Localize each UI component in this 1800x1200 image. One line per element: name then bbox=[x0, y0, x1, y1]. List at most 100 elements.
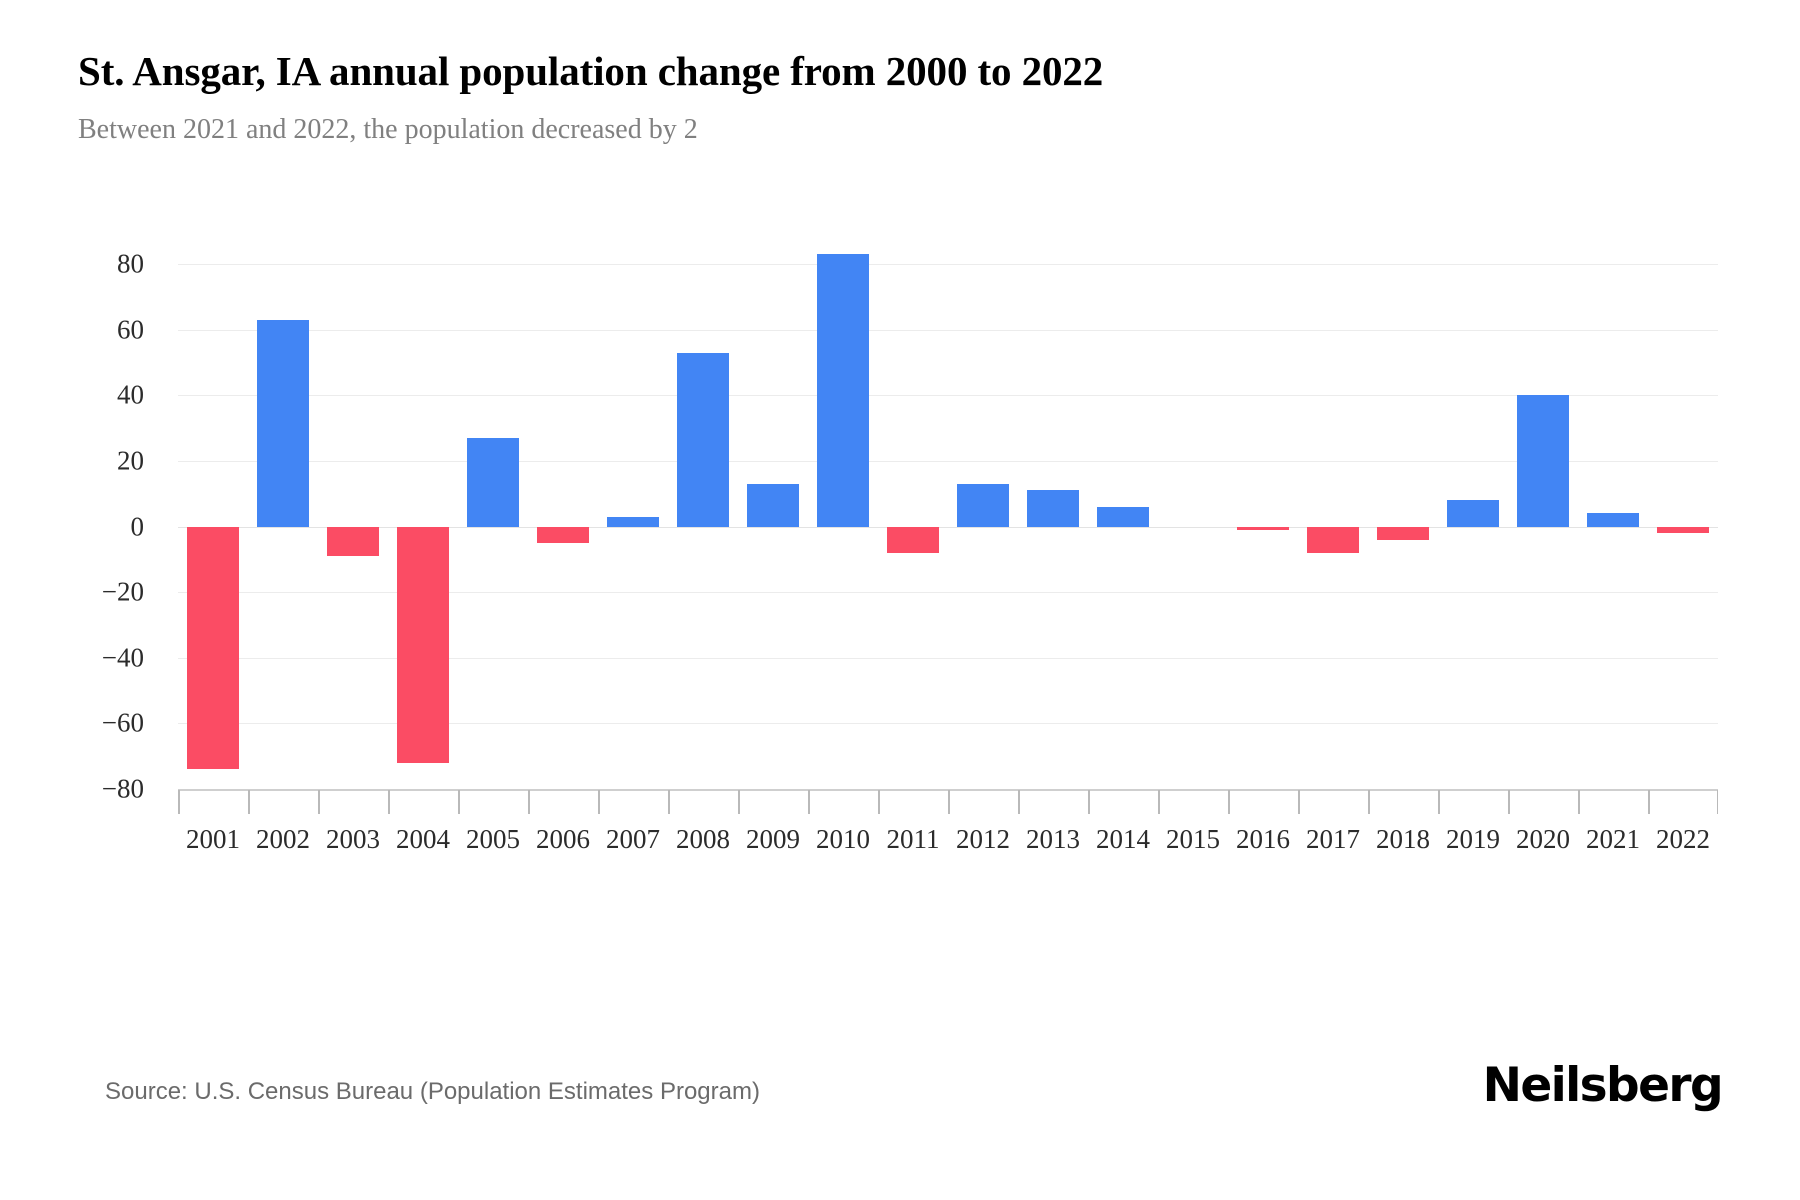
x-tick-label-2011: 2011 bbox=[886, 824, 940, 854]
bar-2002[interactable] bbox=[257, 319, 309, 527]
bar-2020[interactable] bbox=[1517, 395, 1569, 527]
x-tick-label-2017: 2017 bbox=[1306, 824, 1360, 854]
bar-slot[interactable] bbox=[1298, 264, 1368, 789]
x-tick-mark bbox=[1508, 790, 1510, 814]
x-tick-mark bbox=[528, 790, 530, 814]
gridline--40 bbox=[178, 657, 1718, 659]
x-tick-mark bbox=[388, 790, 390, 814]
bar-slot[interactable] bbox=[248, 264, 318, 789]
x-tick-mark bbox=[738, 790, 740, 814]
bar-2022[interactable] bbox=[1657, 526, 1709, 534]
bar-2021[interactable] bbox=[1587, 513, 1639, 527]
x-tick-label-2016: 2016 bbox=[1236, 824, 1290, 854]
bar-2006[interactable] bbox=[537, 526, 589, 543]
bar-slot[interactable] bbox=[948, 264, 1018, 789]
x-tick-label-2001: 2001 bbox=[186, 824, 240, 854]
bar-slot[interactable] bbox=[318, 264, 388, 789]
x-tick-label-2013: 2013 bbox=[1026, 824, 1080, 854]
gridline-20 bbox=[178, 460, 1718, 462]
bar-2007[interactable] bbox=[607, 516, 659, 527]
x-tick-label-2021: 2021 bbox=[1586, 824, 1640, 854]
bar-slot[interactable] bbox=[738, 264, 808, 789]
x-tick-mark bbox=[1438, 790, 1440, 814]
chart-subtitle: Between 2021 and 2022, the population de… bbox=[78, 114, 698, 146]
gridline-0 bbox=[178, 526, 1718, 528]
x-tick-mark bbox=[1228, 790, 1230, 814]
y-tick-label: 80 bbox=[117, 248, 144, 279]
x-tick-mark bbox=[318, 790, 320, 814]
bar-2012[interactable] bbox=[957, 483, 1009, 527]
bar-slot[interactable] bbox=[1228, 264, 1298, 789]
gridline--60 bbox=[178, 723, 1718, 725]
x-tick-mark bbox=[668, 790, 670, 814]
bar-2008[interactable] bbox=[677, 352, 729, 527]
bar-2016[interactable] bbox=[1237, 526, 1289, 530]
bar-slot[interactable] bbox=[1648, 264, 1718, 789]
x-tick-mark bbox=[1368, 790, 1370, 814]
y-axis-labels: 80 60 40 20 0 −20 −40 −60 −80 bbox=[0, 249, 160, 804]
bar-slot[interactable] bbox=[1018, 264, 1088, 789]
bar-2011[interactable] bbox=[887, 526, 939, 553]
bar-2019[interactable] bbox=[1447, 500, 1499, 527]
source-note: Source: U.S. Census Bureau (Population E… bbox=[105, 1078, 760, 1105]
x-tick-label-2005: 2005 bbox=[466, 824, 520, 854]
bar-2001[interactable] bbox=[187, 526, 239, 770]
x-tick-label-2009: 2009 bbox=[746, 824, 800, 854]
x-tick-label-2015: 2015 bbox=[1165, 824, 1220, 854]
bar-2014[interactable] bbox=[1097, 506, 1149, 527]
bar-2005[interactable] bbox=[467, 437, 519, 527]
x-axis-labels: 2001 2002 2003 2004 2005 2006 2007 2008 2009 2010… bbox=[178, 824, 1718, 864]
bar-slot[interactable] bbox=[178, 264, 248, 789]
x-tick-label-2002: 2002 bbox=[256, 824, 310, 854]
bar-slot[interactable] bbox=[1088, 264, 1158, 789]
y-tick-label: 60 bbox=[117, 314, 144, 345]
bar-slot[interactable] bbox=[808, 254, 878, 789]
bar-slot[interactable] bbox=[668, 264, 738, 789]
bar-slot[interactable] bbox=[1368, 264, 1438, 789]
bar-slot[interactable] bbox=[1578, 264, 1648, 789]
bar-slot[interactable] bbox=[1158, 264, 1228, 789]
x-tick-mark bbox=[1088, 790, 1090, 814]
x-tick-label-2003: 2003 bbox=[326, 824, 380, 854]
bar-slot[interactable] bbox=[878, 264, 948, 789]
bar-2009[interactable] bbox=[747, 483, 799, 527]
x-tick-label-2008: 2008 bbox=[676, 824, 730, 854]
bar-2010[interactable] bbox=[817, 254, 869, 527]
page-title: St. Ansgar, IA annual population change … bbox=[78, 48, 1104, 94]
gridline-60 bbox=[178, 329, 1718, 331]
x-tick-label-2020: 2020 bbox=[1516, 824, 1570, 854]
bar-2003[interactable] bbox=[327, 526, 379, 557]
chart-header: St. Ansgar, IA annual population change … bbox=[78, 48, 1718, 147]
x-tick-mark bbox=[1578, 790, 1580, 814]
bar-slot[interactable] bbox=[1438, 264, 1508, 789]
bar-slot[interactable] bbox=[458, 264, 528, 789]
x-tick-mark bbox=[948, 790, 950, 814]
x-tick-mark bbox=[1158, 790, 1160, 814]
bar-slot[interactable] bbox=[528, 264, 598, 789]
bar-2017[interactable] bbox=[1307, 526, 1359, 553]
x-tick-label-2004: 2004 bbox=[396, 824, 450, 854]
bar-slot[interactable] bbox=[1508, 264, 1578, 789]
y-tick-label: 0 bbox=[130, 511, 145, 541]
x-tick-mark bbox=[1298, 790, 1300, 814]
gridline-40 bbox=[178, 395, 1718, 397]
x-tick-label-2018: 2018 bbox=[1376, 824, 1430, 854]
bar-slot[interactable] bbox=[388, 264, 458, 789]
bar-2018[interactable] bbox=[1377, 526, 1429, 540]
x-tick-label-2007: 2007 bbox=[606, 824, 660, 854]
x-axis-line bbox=[178, 789, 1718, 791]
x-tick-mark bbox=[1716, 790, 1718, 814]
x-tick-mark bbox=[458, 790, 460, 814]
bar-2004[interactable] bbox=[397, 526, 449, 763]
x-tick-label-2012: 2012 bbox=[956, 824, 1010, 854]
bar-2013[interactable] bbox=[1027, 490, 1079, 527]
x-tick-mark bbox=[808, 790, 810, 814]
y-tick-label: 20 bbox=[117, 445, 144, 476]
x-tick-label-2022: 2022 bbox=[1656, 824, 1710, 854]
y-tick-label: −40 bbox=[101, 642, 144, 673]
x-tick-label-2014: 2014 bbox=[1096, 824, 1150, 854]
bar-slot[interactable] bbox=[598, 264, 668, 789]
x-tick-mark bbox=[1018, 790, 1020, 814]
